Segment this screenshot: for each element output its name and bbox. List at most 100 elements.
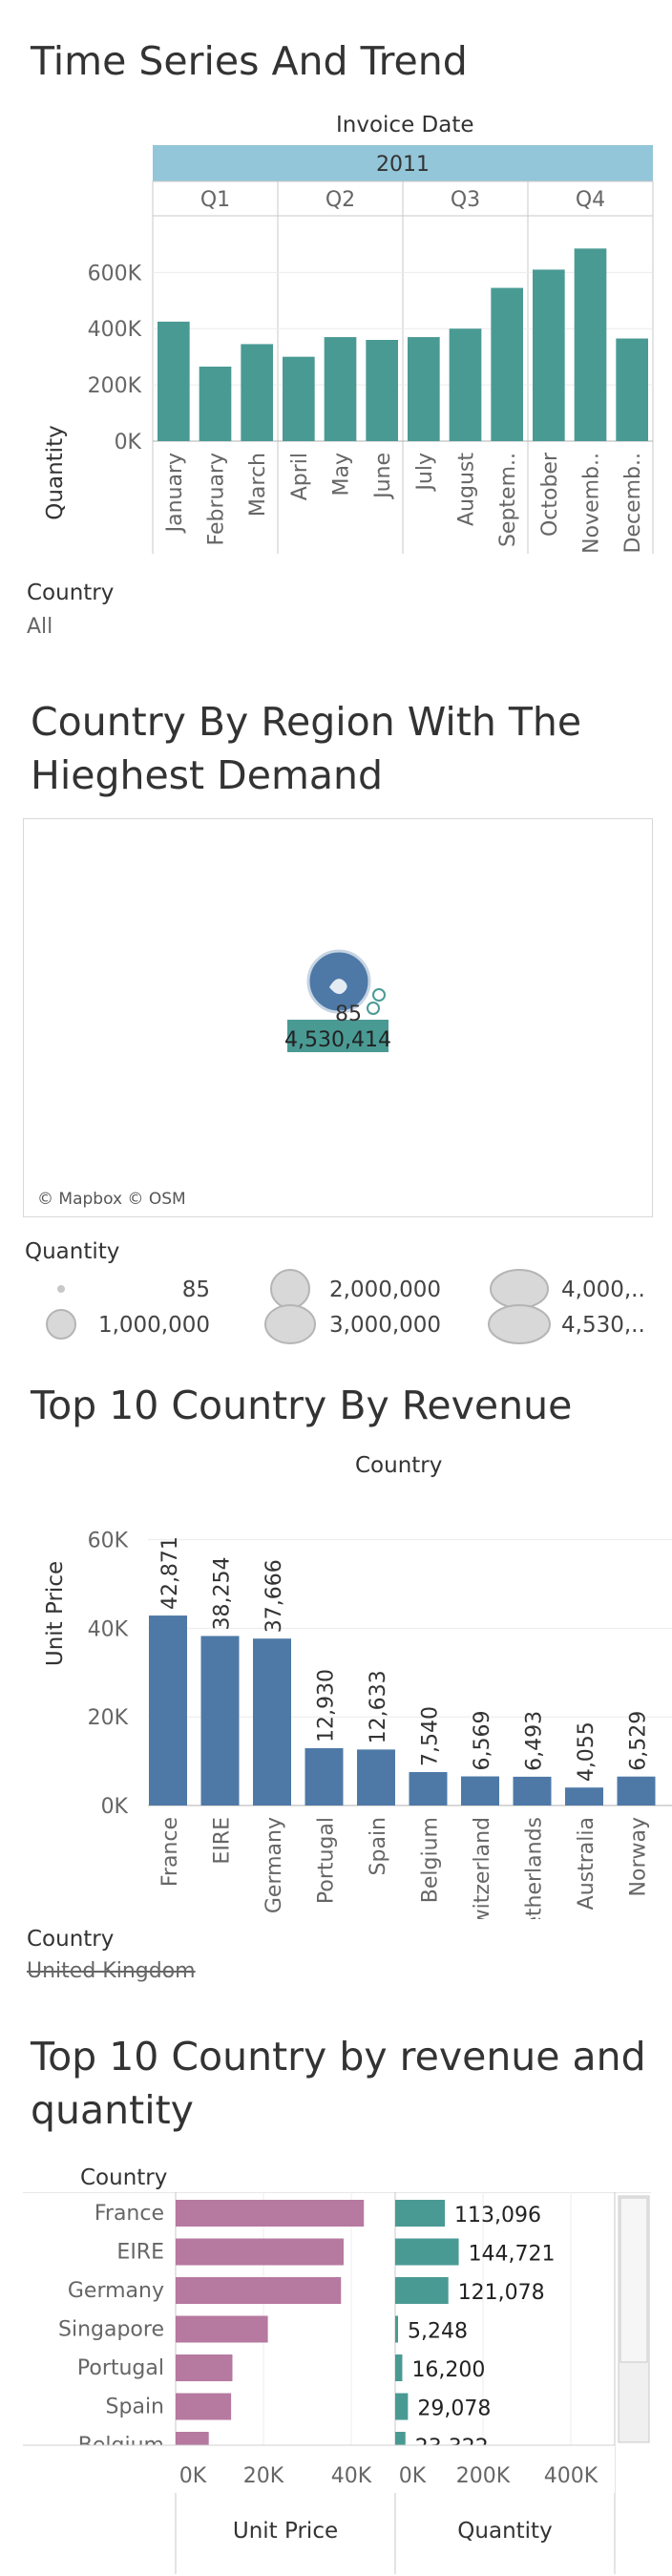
- region-map[interactable]: 85 4,530,414 © Mapbox © OSM: [23, 818, 653, 1217]
- revenue-value-label: 6,529: [627, 1711, 651, 1771]
- revenue-value-label: 42,871: [158, 1536, 182, 1610]
- quantity-bar[interactable]: [395, 2393, 409, 2420]
- country-revenue-bar[interactable]: [304, 1747, 344, 1805]
- top10-rq-title-line1: Top 10 Country by revenue and: [31, 2034, 646, 2080]
- size-legend: 85 2,000,000 4,000,.. 1,000,000 3,000,00…: [46, 1269, 645, 1344]
- map-marker-small-1[interactable]: [372, 988, 386, 1002]
- revenue-value-label: 6,493: [523, 1711, 547, 1771]
- excluded-country-value[interactable]: United Kingdom: [27, 1959, 196, 1983]
- invoice-date-header: Invoice Date: [336, 113, 474, 137]
- month-bar[interactable]: [158, 321, 190, 441]
- legend-dot-85: [57, 1285, 65, 1293]
- revenue-value-label: 12,930: [315, 1669, 339, 1742]
- month-bar[interactable]: [574, 248, 607, 441]
- unit-price-bar[interactable]: [176, 2238, 344, 2266]
- country-filter-value[interactable]: All: [27, 615, 53, 639]
- quarter-label: Q1: [200, 188, 230, 212]
- top10-revenue-chart[interactable]: 0K 20K 40K 60K 42,871 38,254 37,666 12,930 12,6…: [0, 1480, 672, 1919]
- month-bar[interactable]: [533, 269, 565, 441]
- y-tick-label: 20K: [88, 1706, 129, 1730]
- country-revenue-bar[interactable]: [200, 1636, 240, 1805]
- row-country-label: Portugal: [77, 2356, 164, 2380]
- country-revenue-bar[interactable]: [617, 1776, 656, 1805]
- month-label: January: [163, 453, 187, 534]
- country-revenue-bar[interactable]: [149, 1615, 187, 1805]
- quantity-value-label: 121,078: [458, 2281, 545, 2305]
- month-label: Decemb..: [621, 453, 645, 554]
- country-filter-label: Country: [27, 581, 115, 605]
- y-tick-label: 400K: [88, 318, 142, 342]
- country-revenue-bar[interactable]: [513, 1776, 552, 1805]
- country-revenue-bar[interactable]: [565, 1787, 603, 1805]
- map-marker-small-2[interactable]: [367, 1002, 380, 1015]
- map-island-shape: [329, 979, 347, 995]
- quarter-header-cell: [277, 180, 404, 217]
- map-credit: © Mapbox © OSM: [37, 1190, 186, 1209]
- country-label: Switzerland: [471, 1817, 494, 1919]
- unit-price-bar[interactable]: [176, 2200, 365, 2227]
- scrollbar-thumb[interactable]: [620, 2197, 648, 2363]
- country-label: Portugal: [315, 1817, 339, 1904]
- revenue-value-label: 6,569: [471, 1711, 494, 1771]
- quantity-value-label: 16,200: [411, 2358, 485, 2382]
- x-tick-label: 200K: [456, 2464, 511, 2488]
- quantity-bar[interactable]: [395, 2277, 449, 2304]
- quantity-bar[interactable]: [395, 2238, 459, 2266]
- month-bar[interactable]: [241, 344, 273, 441]
- quantity-axis-title-2: Quantity: [457, 2519, 552, 2544]
- month-bar[interactable]: [408, 337, 440, 441]
- month-bar[interactable]: [616, 338, 648, 441]
- month-bar[interactable]: [449, 328, 482, 441]
- country-label: EIRE: [211, 1817, 235, 1865]
- quantity-bar[interactable]: [395, 2200, 446, 2227]
- country-revenue-bar[interactable]: [253, 1638, 291, 1805]
- month-label: April: [288, 453, 312, 500]
- month-label: February: [205, 453, 229, 546]
- country-revenue-bar[interactable]: [461, 1776, 499, 1805]
- revenue-value-label: 37,666: [262, 1559, 286, 1633]
- y-tick-label: 0K: [115, 431, 142, 454]
- quarter-label: Q2: [326, 188, 355, 212]
- month-bar[interactable]: [199, 366, 232, 441]
- month-bar[interactable]: [366, 340, 398, 441]
- unit-price-bar[interactable]: [176, 2393, 232, 2420]
- country-label: Netherlands: [523, 1817, 547, 1919]
- quantity-bar[interactable]: [395, 2354, 403, 2381]
- unit-price-bar[interactable]: [176, 2315, 268, 2343]
- legend-dot-2m: [270, 1269, 310, 1309]
- unit-price-axis-title: Unit Price: [43, 1561, 68, 1666]
- month-bar[interactable]: [324, 337, 357, 441]
- month-label: Septem..: [496, 453, 520, 547]
- quarter-header-cell: [402, 180, 529, 217]
- country-revenue-bar[interactable]: [409, 1772, 448, 1805]
- y-tick-label: 200K: [88, 374, 142, 398]
- month-bar[interactable]: [283, 356, 315, 441]
- quantity-bar[interactable]: [395, 2315, 398, 2343]
- quantity-value-label: 29,078: [417, 2397, 491, 2421]
- month-bar[interactable]: [491, 287, 523, 441]
- month-label: October: [538, 452, 562, 537]
- legend-dot-1m: [46, 1309, 76, 1340]
- y-tick-label: 0K: [101, 1795, 129, 1819]
- marker-large-value: 4,530,414: [284, 1028, 391, 1052]
- row-country-label: Spain: [106, 2396, 164, 2419]
- quantity-value-label: 5,248: [408, 2320, 468, 2344]
- y-tick-label: 40K: [88, 1617, 129, 1641]
- unit-price-bar[interactable]: [176, 2277, 342, 2304]
- unit-price-bar[interactable]: [176, 2354, 233, 2381]
- unit-price-axis-title-2: Unit Price: [233, 2519, 338, 2544]
- quarter-header-cell: [152, 180, 279, 217]
- revenue-quantity-chart[interactable]: France 113,096 EIRE 144,721 Germany 121,078 Si…: [0, 2192, 672, 2576]
- quantity-value-label: 113,096: [454, 2204, 541, 2228]
- time-series-chart[interactable]: 2011 Q1 Q2 Q3 Q4 0K 200K 400K 600K January Febr…: [0, 143, 672, 563]
- top10-rq-title-line2: quantity: [31, 2087, 194, 2133]
- country-revenue-bar[interactable]: [357, 1749, 395, 1805]
- map-title-line1: Country By Region With The: [31, 699, 582, 745]
- row-country-label: EIRE: [116, 2241, 164, 2265]
- y-tick-label: 60K: [88, 1530, 129, 1553]
- quantity-axis-title: Quantity: [43, 425, 68, 519]
- x-tick-label: 40K: [331, 2464, 372, 2488]
- time-series-title: Time Series And Trend: [31, 38, 468, 84]
- map-title-line2: Hieghest Demand: [31, 752, 384, 798]
- month-label: Novemb..: [580, 453, 604, 554]
